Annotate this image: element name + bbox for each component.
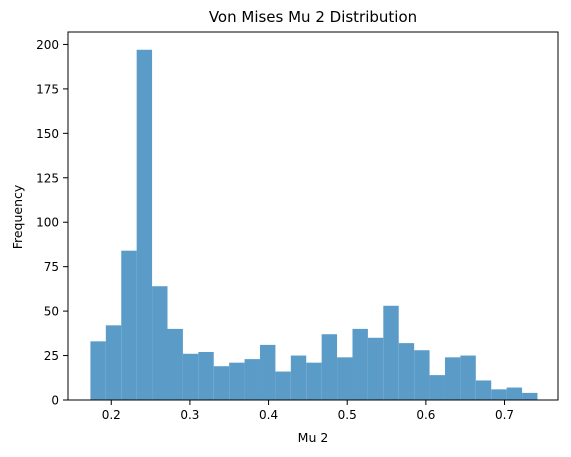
x-tick-label: 0.4	[259, 408, 278, 422]
histogram-bar	[152, 286, 168, 400]
histogram-bar	[244, 359, 260, 400]
y-tick-label: 200	[36, 38, 59, 52]
histogram-bar	[398, 343, 415, 400]
histogram-bar	[182, 353, 199, 400]
histogram-bar	[460, 355, 476, 400]
y-axis-label: Frequency	[10, 184, 25, 249]
histogram-bar	[90, 341, 106, 400]
histogram-bar	[444, 357, 461, 400]
x-tick-label: 0.6	[416, 408, 435, 422]
x-tick-label: 0.3	[180, 408, 199, 422]
x-axis-label: Mu 2	[298, 430, 329, 445]
histogram-bar	[367, 337, 384, 400]
histogram-bar	[321, 334, 338, 400]
histogram-bar	[167, 328, 183, 400]
histogram-bar	[383, 305, 399, 400]
y-tick-label: 50	[44, 305, 59, 319]
histogram-bar	[136, 49, 153, 401]
histogram-bar	[229, 362, 245, 400]
histogram-bar	[475, 380, 492, 400]
histogram-bar	[306, 362, 322, 400]
x-tick-label: 0.5	[338, 408, 357, 422]
histogram-bar	[414, 350, 430, 400]
plot-frame	[67, 31, 559, 401]
histogram-bar	[352, 328, 368, 400]
histogram-bar	[198, 352, 214, 400]
histogram-bar	[290, 355, 307, 400]
y-tick-label: 25	[44, 349, 59, 363]
y-tick-label: 150	[36, 127, 59, 141]
y-tick-label: 0	[51, 394, 59, 408]
histogram-bar	[275, 371, 291, 400]
histogram-bar	[429, 375, 445, 400]
histogram-bar	[259, 344, 276, 400]
histogram-bar	[522, 392, 538, 400]
y-tick-label: 175	[36, 82, 59, 96]
chart-title: Von Mises Mu 2 Distribution	[209, 8, 417, 26]
x-tick-label: 0.7	[495, 408, 514, 422]
bars-group	[90, 49, 538, 401]
histogram-bar	[337, 357, 353, 400]
histogram-bar	[121, 250, 137, 400]
axes-group: 0.2 0.3 0.4 0.5 0.6 0.7 0 25 50 75 100 125 150 175 200	[36, 31, 559, 422]
y-tick-label: 100	[36, 216, 59, 230]
histogram-bar	[506, 387, 523, 400]
histogram-bar	[213, 366, 230, 400]
y-tick-label: 125	[36, 171, 59, 185]
y-tick-label: 75	[44, 260, 59, 274]
histogram-bar	[105, 325, 122, 400]
x-tick-label: 0.2	[102, 408, 121, 422]
histogram-bar	[491, 389, 507, 400]
